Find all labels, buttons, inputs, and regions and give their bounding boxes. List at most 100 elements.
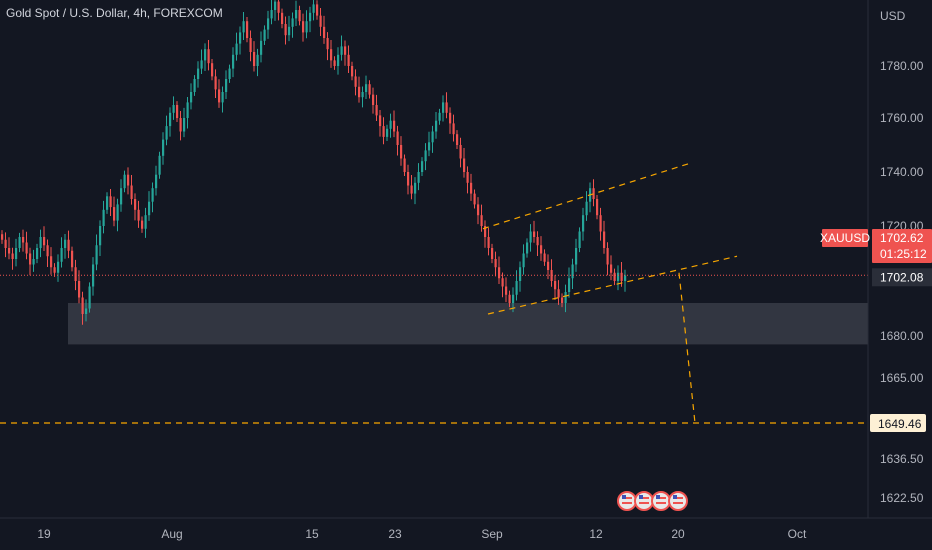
candle-body bbox=[200, 60, 203, 69]
candle-body bbox=[95, 245, 98, 265]
candle-body bbox=[151, 188, 154, 202]
candle-body bbox=[4, 239, 7, 248]
candle-body bbox=[582, 215, 585, 232]
x-tick-label: 19 bbox=[37, 527, 51, 541]
candle-body bbox=[1, 234, 4, 240]
candle-body bbox=[141, 220, 144, 229]
candle-body bbox=[351, 66, 354, 77]
candle-body bbox=[484, 226, 487, 237]
candle-body bbox=[526, 242, 529, 254]
candle-body bbox=[428, 142, 431, 151]
us-flag-event-icon-stripe bbox=[639, 502, 649, 504]
candle-body bbox=[239, 32, 242, 44]
candle-body bbox=[438, 112, 441, 121]
candle-body bbox=[487, 237, 490, 248]
candle-body bbox=[529, 231, 532, 243]
x-tick-label: Aug bbox=[161, 527, 182, 541]
candle-body bbox=[260, 40, 263, 55]
y-tick-label: 1760.00 bbox=[880, 111, 924, 125]
candle-body bbox=[403, 158, 406, 172]
candle-body bbox=[211, 63, 214, 77]
candle-body bbox=[36, 248, 39, 259]
candle-body bbox=[382, 126, 385, 137]
candle-body bbox=[158, 155, 161, 175]
candle-body bbox=[449, 112, 452, 124]
candle-body bbox=[620, 272, 623, 281]
x-tick-label: Oct bbox=[788, 527, 807, 541]
candle-body bbox=[613, 272, 616, 281]
candle-body bbox=[585, 201, 588, 216]
candle-body bbox=[225, 79, 228, 92]
candle-body bbox=[344, 46, 347, 55]
candle-body bbox=[8, 248, 11, 254]
candle-body bbox=[512, 294, 515, 303]
candle-body bbox=[228, 68, 231, 79]
channel-upper-line bbox=[482, 163, 689, 230]
candle-body bbox=[578, 231, 581, 248]
candles-layer bbox=[1, 0, 627, 325]
candle-body bbox=[540, 245, 543, 254]
candle-body bbox=[249, 38, 252, 52]
candle-body bbox=[463, 158, 466, 172]
candle-body bbox=[214, 76, 217, 90]
last-price-box bbox=[872, 229, 932, 263]
candle-body bbox=[267, 18, 270, 30]
x-tick-label: Sep bbox=[481, 527, 503, 541]
candle-body bbox=[305, 21, 308, 33]
y-tick-label: 1636.50 bbox=[880, 452, 924, 466]
candle-body bbox=[172, 105, 175, 113]
candle-body bbox=[43, 237, 46, 246]
candle-body bbox=[113, 207, 116, 221]
candle-body bbox=[592, 188, 595, 199]
crosshair-price-label: 1702.08 bbox=[880, 270, 924, 284]
candle-body bbox=[603, 231, 606, 248]
candle-body bbox=[295, 10, 298, 19]
candle-body bbox=[169, 112, 172, 127]
candle-body bbox=[533, 231, 536, 237]
candle-body bbox=[197, 68, 200, 79]
candle-body bbox=[109, 196, 112, 208]
candle-body bbox=[372, 94, 375, 105]
candle-body bbox=[60, 248, 63, 262]
candle-body bbox=[435, 120, 438, 132]
candle-body bbox=[235, 43, 238, 55]
target-price-box bbox=[870, 414, 926, 432]
candle-body bbox=[477, 204, 480, 216]
candle-body bbox=[232, 54, 235, 69]
candle-body bbox=[74, 267, 77, 281]
candle-body bbox=[284, 24, 287, 36]
candle-body bbox=[361, 92, 364, 98]
candle-body bbox=[470, 182, 473, 194]
x-tick-label: 15 bbox=[305, 527, 319, 541]
candle-body bbox=[204, 49, 207, 61]
candle-body bbox=[32, 259, 35, 265]
x-tick-label: 12 bbox=[589, 527, 603, 541]
y-tick-label: 1680.00 bbox=[880, 329, 924, 343]
candle-body bbox=[396, 131, 399, 145]
candle-body bbox=[445, 102, 448, 113]
chart-title: Gold Spot / U.S. Dollar, 4h, FOREXCOM bbox=[6, 6, 223, 20]
us-flag-event-icon bbox=[617, 491, 637, 511]
candle-body bbox=[67, 239, 70, 251]
candle-body bbox=[456, 134, 459, 145]
us-flag-event-icon-stripe bbox=[673, 497, 683, 499]
candle-body bbox=[179, 118, 182, 132]
candle-body bbox=[193, 79, 196, 92]
candle-body bbox=[498, 267, 501, 279]
candle-body bbox=[323, 26, 326, 38]
candle-body bbox=[186, 102, 189, 118]
candle-body bbox=[221, 92, 224, 103]
candle-body bbox=[442, 102, 445, 113]
candle-body bbox=[176, 105, 179, 118]
candle-body bbox=[190, 92, 193, 103]
candle-body bbox=[431, 131, 434, 143]
candle-body bbox=[358, 86, 361, 98]
candle-body bbox=[561, 297, 564, 303]
candle-body bbox=[340, 46, 343, 55]
candle-body bbox=[624, 275, 627, 281]
projection-line bbox=[678, 272, 696, 424]
candle-body bbox=[155, 174, 158, 189]
candle-body bbox=[508, 294, 511, 303]
us-flag-event-icon-canton bbox=[673, 495, 677, 499]
